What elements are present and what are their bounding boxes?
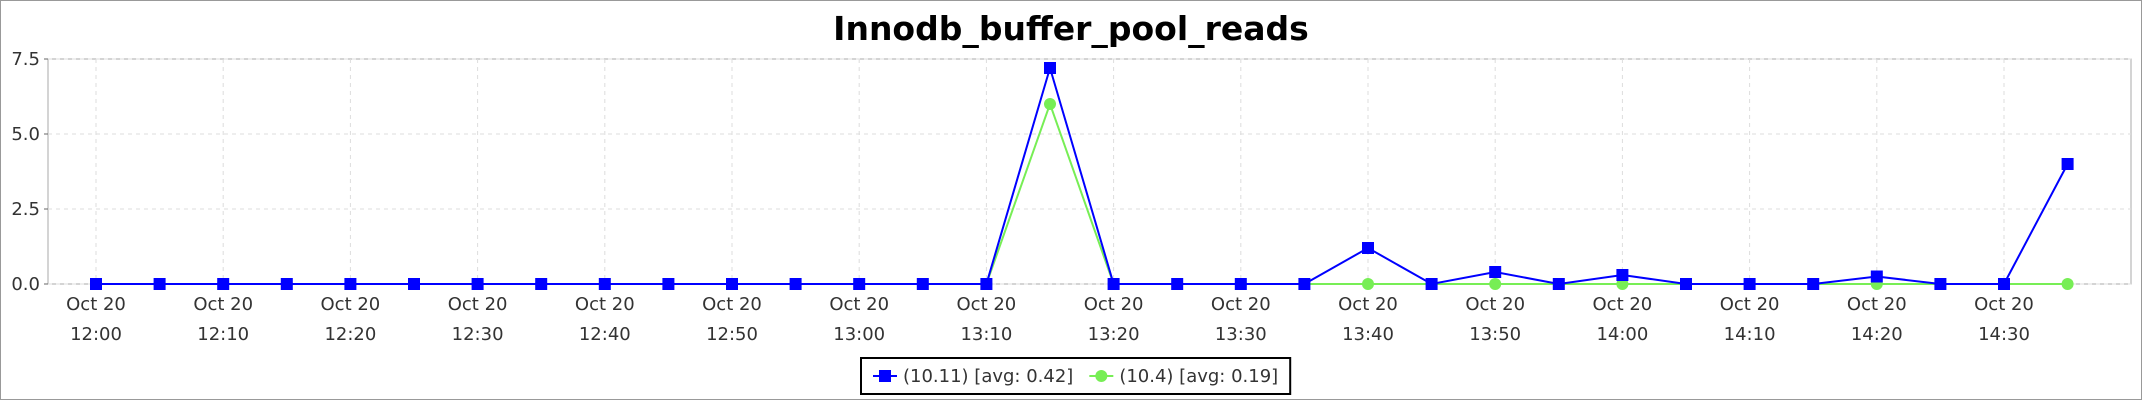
x-tick-time: 13:00 — [833, 324, 885, 345]
x-tick-label: Oct 20 12:20 — [321, 294, 381, 345]
x-tick-time: 14:10 — [1724, 324, 1776, 345]
marker — [217, 278, 230, 290]
marker — [471, 278, 484, 290]
x-tick-date: Oct 20 — [1211, 294, 1271, 315]
x-tick-label: Oct 20 13:10 — [957, 294, 1017, 345]
marker — [1998, 278, 2010, 290]
y-tick-label: 2.5 — [11, 199, 40, 220]
x-tick-time: 13:20 — [1088, 324, 1140, 345]
x-tick-label: Oct 20 12:10 — [193, 294, 253, 345]
y-tick-label: 7.5 — [11, 49, 40, 70]
x-tick-date: Oct 20 — [448, 294, 508, 315]
x-tick-time: 12:40 — [579, 324, 631, 345]
marker — [1425, 278, 1438, 290]
marker — [726, 278, 738, 290]
marker — [980, 278, 993, 290]
x-tick-label: Oct 20 14:30 — [1974, 294, 2034, 345]
x-tick-time: 12:00 — [70, 324, 122, 345]
x-tick-time: 12:50 — [706, 324, 758, 345]
y-tick-label: 0.0 — [11, 274, 40, 295]
x-tick-date: Oct 20 — [1720, 294, 1780, 315]
x-tick-label: Oct 20 14:20 — [1847, 294, 1907, 345]
x-tick-date: Oct 20 — [321, 294, 381, 315]
x-tick-label: Oct 20 13:00 — [829, 294, 889, 345]
marker — [1362, 242, 1374, 254]
x-tick-date: Oct 20 — [1338, 294, 1398, 315]
x-tick-date: Oct 20 — [1084, 294, 1144, 315]
marker — [408, 278, 420, 290]
marker — [1934, 278, 1947, 290]
legend-box — [860, 357, 1292, 395]
marker — [1044, 98, 1056, 110]
marker — [1362, 278, 1374, 290]
x-tick-label: Oct 20 13:40 — [1338, 294, 1398, 345]
x-tick-time: 12:20 — [324, 324, 376, 345]
x-tick-date: Oct 20 — [575, 294, 635, 315]
legend-label: (10.11) [avg: 0.42] — [903, 366, 1073, 387]
x-tick-date: Oct 20 — [702, 294, 762, 315]
marker — [344, 278, 357, 290]
x-tick-time: 14:30 — [1978, 324, 2030, 345]
marker — [1807, 278, 1820, 290]
x-tick-date: Oct 20 — [1974, 294, 2034, 315]
x-tick-label: Oct 20 14:10 — [1720, 294, 1780, 345]
x-tick-time: 14:00 — [1596, 324, 1648, 345]
marker — [1552, 278, 1565, 290]
x-tick-date: Oct 20 — [1593, 294, 1653, 315]
plot-area — [47, 58, 2132, 285]
marker — [2061, 158, 2074, 170]
x-tick-time: 12:30 — [452, 324, 504, 345]
marker — [1107, 278, 1120, 290]
marker — [90, 278, 102, 290]
series-line — [96, 64, 2069, 286]
legend-marker — [1095, 370, 1108, 382]
marker — [2061, 278, 2074, 290]
x-tick-time: 12:10 — [197, 324, 249, 345]
x-tick-label: Oct 20 13:20 — [1084, 294, 1144, 345]
marker — [1298, 278, 1311, 290]
x-tick-date: Oct 20 — [66, 294, 126, 315]
x-tick-label: Oct 20 14:00 — [1593, 294, 1653, 345]
marker — [916, 278, 929, 290]
marker — [789, 278, 802, 290]
marker — [662, 278, 675, 290]
marker — [1489, 266, 1502, 278]
x-tick-date: Oct 20 — [1465, 294, 1525, 315]
x-tick-time: 13:30 — [1215, 324, 1267, 345]
x-tick-date: Oct 20 — [829, 294, 889, 315]
marker — [1489, 278, 1502, 290]
x-tick-label: Oct 20 12:00 — [66, 294, 126, 345]
marker — [1743, 278, 1756, 290]
x-tick-label: Oct 20 13:30 — [1211, 294, 1271, 345]
marker — [1234, 278, 1247, 290]
marker — [153, 278, 166, 290]
chart-title: Innodb_buffer_pool_reads — [833, 9, 1309, 48]
marker — [535, 278, 548, 290]
marker — [1044, 62, 1056, 74]
legend: (10.11) [avg: 0.42] (10.4) [avg: 0.19] — [860, 357, 1292, 395]
x-tick-date: Oct 20 — [1847, 294, 1907, 315]
x-tick-label: Oct 20 13:50 — [1465, 294, 1525, 345]
x-tick-time: 13:50 — [1469, 324, 1521, 345]
marker — [598, 278, 611, 290]
x-tick-time: 14:20 — [1851, 324, 1903, 345]
marker — [853, 278, 866, 290]
x-tick-date: Oct 20 — [957, 294, 1017, 315]
x-tick-time: 13:10 — [960, 324, 1012, 345]
legend-label: (10.4) [avg: 0.19] — [1119, 366, 1278, 387]
x-tick-time: 13:40 — [1342, 324, 1394, 345]
marker — [1870, 270, 1883, 283]
x-tick-label: Oct 20 12:40 — [575, 294, 635, 345]
y-tick-label: 5.0 — [11, 124, 40, 145]
x-tick-label: Oct 20 12:50 — [702, 294, 762, 345]
marker — [1680, 278, 1692, 290]
marker — [1171, 278, 1184, 290]
x-tick-label: Oct 20 12:30 — [448, 294, 508, 345]
legend-marker — [879, 370, 891, 382]
marker — [280, 278, 293, 290]
marker — [1616, 269, 1629, 281]
x-tick-date: Oct 20 — [193, 294, 253, 315]
